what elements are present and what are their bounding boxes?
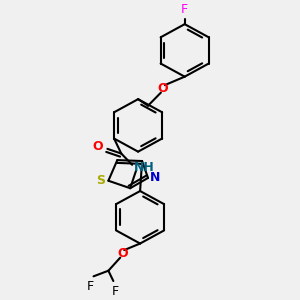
Text: O: O	[158, 82, 168, 95]
Text: O: O	[93, 140, 104, 154]
Text: N: N	[150, 171, 160, 184]
Text: F: F	[87, 280, 94, 293]
Text: O: O	[117, 247, 128, 260]
Text: NH: NH	[134, 161, 155, 174]
Text: S: S	[96, 174, 105, 187]
Text: F: F	[181, 3, 188, 16]
Text: F: F	[112, 285, 119, 298]
